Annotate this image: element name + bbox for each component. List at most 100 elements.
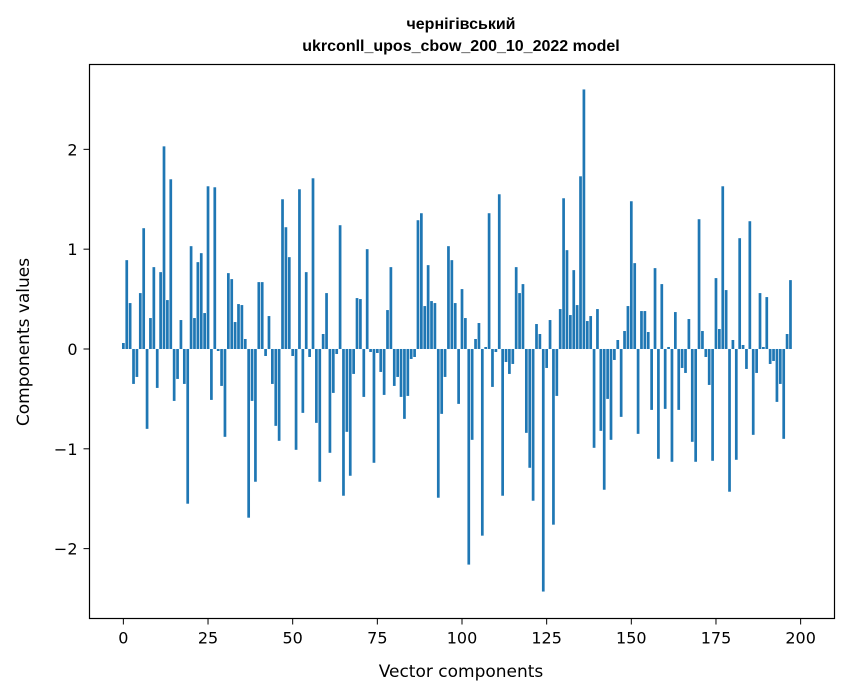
bar-component-129 [558,309,562,349]
bar-component-91 [430,301,433,349]
bar-component-6 [142,228,146,349]
bar-component-110 [494,348,498,352]
x-axis-ticks: 0 25 50 75 100 125 150 175 200 [118,618,816,648]
bar-component-56 [311,178,315,349]
bar-component-160 [663,348,667,409]
bar-component-117 [518,293,521,349]
bar-component-22 [196,262,200,349]
bar-component-184 [745,348,748,369]
bar-component-84 [406,348,410,396]
bar-component-86 [413,348,416,357]
bar-component-167 [687,319,691,349]
bar-component-165 [680,348,684,368]
bar-component-60 [325,293,328,349]
bar-component-145 [613,348,616,360]
bar-component-58 [318,348,322,482]
bar-component-116 [514,267,518,349]
bar-component-92 [433,303,437,349]
bar-component-147 [619,348,623,417]
bar-component-78 [386,310,389,349]
bar-component-124 [541,348,545,592]
bar-component-47 [281,199,284,349]
bar-component-175 [714,278,718,349]
bar-component-179 [728,348,731,492]
bar-component-67 [348,348,352,476]
bar-component-71 [362,348,366,397]
bar-component-148 [623,331,626,349]
bar-component-35 [240,305,244,349]
bar-component-189 [762,346,765,349]
bar-component-61 [328,348,332,453]
bar-component-36 [243,339,247,349]
bar-component-89 [423,306,427,349]
bar-component-8 [149,318,152,349]
bar-component-64 [338,225,342,349]
bar-component-49 [287,257,291,349]
bar-component-4 [135,348,139,377]
bar-component-137 [585,321,589,349]
bar-component-139 [592,348,596,448]
bar-component-169 [694,348,698,462]
x-axis-label: Vector components [379,662,544,682]
bar-component-158 [657,348,660,459]
bar-component-1 [125,260,129,349]
bar-component-108 [487,213,491,349]
chart-title-line1: чернігівський [406,16,515,33]
bar-component-177 [721,186,725,349]
bar-component-188 [758,293,762,349]
bar-component-51 [294,348,298,450]
bar-component-106 [480,348,484,536]
bar-component-161 [667,346,670,349]
x-tick-label: 175 [701,629,732,648]
bar-component-72 [365,249,369,349]
bar-component-197 [789,280,792,349]
bar-component-159 [660,284,664,349]
bar-component-193 [775,348,779,402]
bar-component-29 [220,348,223,386]
bar-component-70 [359,299,362,349]
bar-component-32 [230,279,234,349]
bar-component-126 [548,320,552,349]
x-tick-label: 75 [367,629,387,648]
bar-component-163 [673,312,677,349]
bar-component-151 [633,263,637,349]
y-axis-label: Components values [14,258,34,426]
bar-component-149 [626,306,630,349]
bar-component-170 [697,219,701,349]
bar-component-62 [331,348,335,393]
bar-component-134 [575,305,579,349]
bar-component-171 [701,331,704,349]
bar-component-135 [579,176,582,349]
bar-component-15 [172,348,176,401]
bar-component-173 [707,348,711,385]
bar-component-7 [145,348,149,429]
bar-component-94 [440,348,444,414]
bar-component-28 [216,348,220,351]
bar-component-196 [785,334,789,349]
bar-component-11 [159,272,162,349]
bar-component-121 [531,348,535,501]
bar-component-73 [369,348,372,352]
bar-component-144 [609,348,613,440]
x-tick-label: 100 [447,629,478,648]
bar-component-182 [738,238,742,349]
bar-component-42 [264,348,267,356]
bar-component-66 [345,348,349,432]
bar-component-122 [535,324,538,349]
bar-component-119 [524,348,528,433]
y-tick-label: −2 [54,540,78,559]
bar-component-157 [653,268,657,349]
y-axis-ticks: −2 −1 0 1 2 [54,140,90,559]
bar-component-41 [260,282,264,349]
bar-component-180 [731,340,735,349]
bar-component-107 [484,346,488,349]
bar-component-103 [470,348,474,440]
bar-component-195 [782,348,786,439]
bar-component-13 [166,300,169,349]
bar-component-20 [189,246,193,349]
bar-component-95 [443,348,447,377]
bar-component-69 [355,298,359,349]
bar-component-146 [616,340,620,349]
bar-component-186 [751,348,755,435]
